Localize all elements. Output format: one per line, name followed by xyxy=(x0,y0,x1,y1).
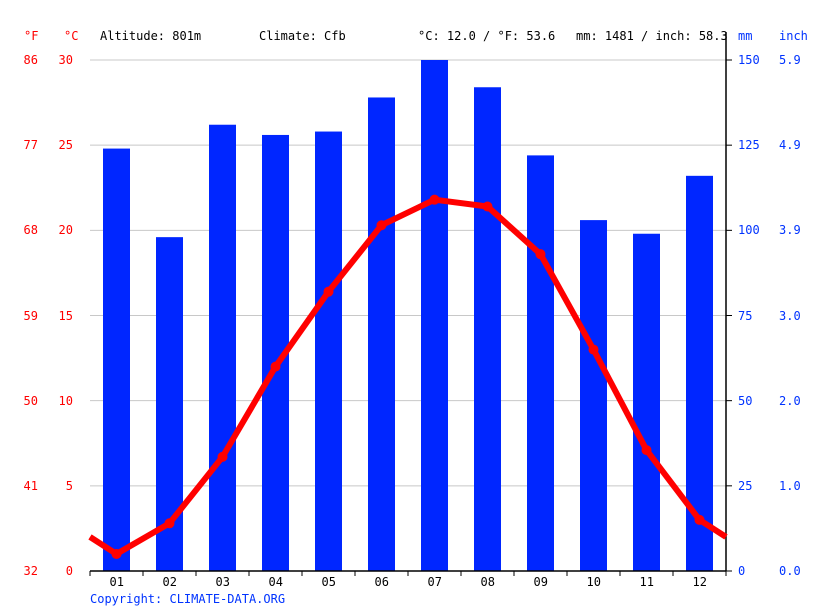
temperature-point xyxy=(323,286,334,297)
mm-tick-label: 50 xyxy=(738,393,753,408)
precipitation-bar xyxy=(368,97,395,572)
precipitation-bar xyxy=(474,87,501,572)
month-label: 11 xyxy=(639,575,654,589)
month-label: 02 xyxy=(162,575,177,589)
fahrenheit-tick-label: 32 xyxy=(23,564,38,578)
inch-tick-label: 1.0 xyxy=(779,478,801,493)
inch-tick-label: 2.0 xyxy=(779,393,801,408)
celsius-tick-label: 20 xyxy=(58,223,73,238)
temperature-point xyxy=(217,451,228,462)
precipitation-bar xyxy=(633,233,660,572)
month-label: 09 xyxy=(533,575,548,589)
temperature-point xyxy=(641,445,652,456)
precipitation-bar xyxy=(580,220,607,571)
temperature-point xyxy=(535,249,546,260)
temperature-point xyxy=(270,361,281,372)
inch-tick-label: 3.0 xyxy=(779,308,801,323)
inch-tick-label: 3.9 xyxy=(779,223,801,238)
celsius-tick-label: 10 xyxy=(58,393,73,408)
month-label: 04 xyxy=(268,575,283,589)
celsius-tick-label: 15 xyxy=(58,308,73,323)
temperature-point xyxy=(111,548,122,559)
altitude-label: Altitude: 801m xyxy=(100,29,202,43)
month-label: 05 xyxy=(321,575,336,589)
inch-tick-label: 0.0 xyxy=(779,564,801,578)
precipitation-bar xyxy=(209,124,236,571)
temperature-point xyxy=(164,518,175,529)
fahrenheit-unit-label: °F xyxy=(24,29,39,43)
mm-tick-label: 100 xyxy=(738,223,760,238)
precipitation-bar xyxy=(103,148,130,571)
month-label: 03 xyxy=(215,575,230,589)
celsius-tick-label: 5 xyxy=(65,478,73,493)
mm-tick-label: 25 xyxy=(738,478,753,493)
avg-temp-label: °C: 12.0 / °F: 53.6 xyxy=(418,29,556,43)
celsius-tick-label: 25 xyxy=(58,138,73,153)
fahrenheit-tick-label: 77 xyxy=(23,138,38,153)
precipitation-bar xyxy=(527,155,554,572)
precip-total-label: mm: 1481 / inch: 58.3 xyxy=(576,29,728,43)
precipitation-bar xyxy=(315,131,342,572)
fahrenheit-tick-label: 68 xyxy=(23,223,38,238)
climate-label: Climate: Cfb xyxy=(259,29,346,43)
fahrenheit-tick-label: 86 xyxy=(23,53,38,67)
celsius-unit-label: °C xyxy=(64,29,79,43)
celsius-tick-label: 0 xyxy=(65,564,73,578)
temperature-point xyxy=(376,220,387,231)
fahrenheit-tick-label: 41 xyxy=(23,478,38,493)
temperature-point xyxy=(429,194,440,205)
temperature-point xyxy=(694,514,705,525)
inch-tick-label: 5.9 xyxy=(779,53,801,67)
inch-tick-label: 4.9 xyxy=(779,138,801,153)
mm-tick-label: 125 xyxy=(738,138,760,153)
month-label: 06 xyxy=(374,575,389,589)
temperature-point xyxy=(482,201,493,212)
temperature-point xyxy=(588,344,599,355)
mm-unit-label: mm xyxy=(738,29,753,43)
fahrenheit-tick-label: 50 xyxy=(23,393,38,408)
month-label: 10 xyxy=(586,575,601,589)
precipitation-bar xyxy=(421,60,448,571)
mm-tick-label: 75 xyxy=(738,308,753,323)
fahrenheit-tick-label: 59 xyxy=(23,308,38,323)
month-label: 08 xyxy=(480,575,495,589)
temperature-line xyxy=(88,196,728,557)
month-label: 12 xyxy=(692,575,707,589)
month-label: 01 xyxy=(109,575,124,589)
month-label: 07 xyxy=(427,575,442,589)
inch-unit-label: inch xyxy=(779,29,808,43)
copyright-link[interactable]: Copyright: CLIMATE-DATA.ORG xyxy=(90,592,286,606)
mm-tick-label: 150 xyxy=(738,53,760,67)
mm-tick-label: 0 xyxy=(738,564,746,578)
celsius-tick-label: 30 xyxy=(58,53,73,67)
